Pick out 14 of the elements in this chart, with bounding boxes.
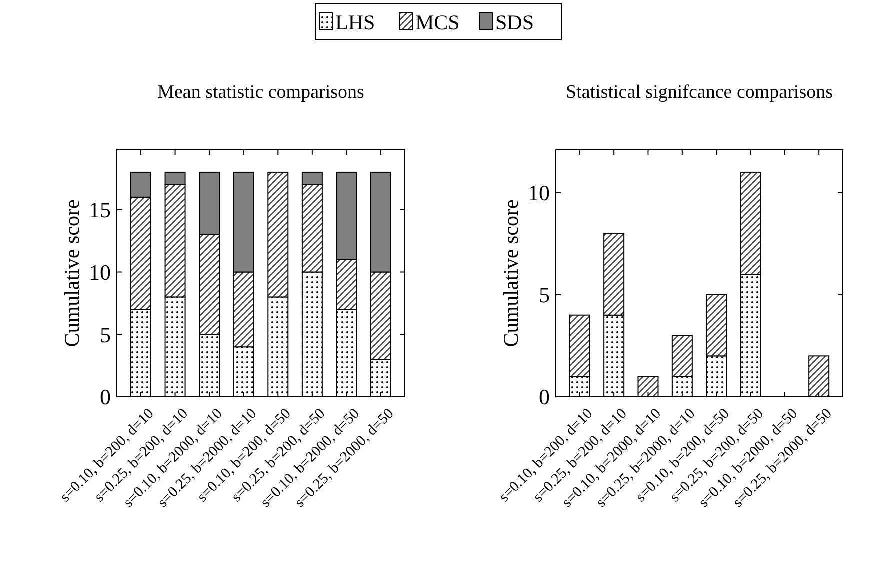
y-tick-label: 10	[89, 260, 111, 285]
legend-label: MCS	[416, 10, 460, 34]
y-tick-label: 0	[539, 384, 550, 410]
y-tick-label: 10	[528, 180, 550, 206]
y-tick-label: 5	[100, 322, 111, 348]
chart-title: Statistical signifcance comparisons	[566, 82, 833, 103]
y-axis-title: Cumulative score	[499, 200, 523, 348]
legend-label: LHS	[336, 10, 376, 34]
y-tick-label: 0	[100, 384, 111, 410]
y-tick-label: 5	[539, 282, 550, 308]
y-axis-title: Cumulative score	[60, 200, 84, 348]
legend-label: SDS	[496, 10, 534, 34]
chart-title: Mean statistic comparisons	[158, 82, 364, 103]
y-tick-label: 15	[89, 198, 111, 223]
